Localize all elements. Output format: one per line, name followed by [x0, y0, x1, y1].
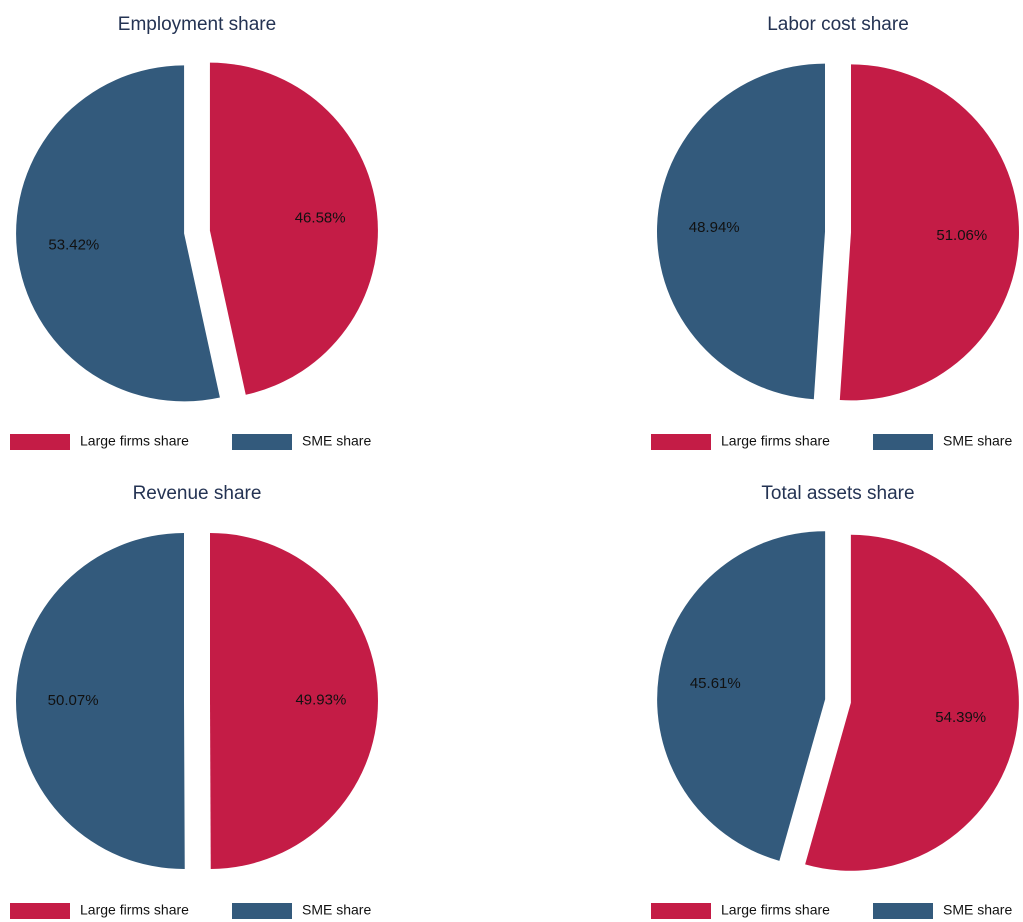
legend-label: SME share [943, 433, 1012, 449]
pie-slice [839, 64, 1019, 401]
legend-swatch [232, 434, 292, 450]
legend-swatch [873, 434, 933, 450]
chart-title: Revenue share [133, 483, 262, 504]
legend-label: SME share [302, 902, 371, 918]
data-label: 48.94% [689, 219, 740, 236]
legend-swatch [651, 903, 711, 919]
pie-slice [657, 63, 826, 400]
data-label: 45.61% [690, 675, 741, 692]
pie-slice [209, 62, 378, 395]
legend-label: Large firms share [721, 902, 830, 918]
data-label: 51.06% [936, 227, 987, 244]
legend-swatch [232, 903, 292, 919]
legend-label: Large firms share [721, 433, 830, 449]
data-label: 49.93% [295, 692, 346, 709]
legend-swatch [10, 903, 70, 919]
chart-title: Employment share [118, 14, 276, 35]
pie-slice [209, 532, 378, 869]
legend-swatch [873, 903, 933, 919]
data-label: 46.58% [295, 210, 346, 227]
data-label: 50.07% [48, 692, 99, 709]
pie-slice [16, 533, 185, 870]
legend-swatch [10, 434, 70, 450]
legend-label: SME share [943, 902, 1012, 918]
legend-swatch [651, 434, 711, 450]
legend-label: Large firms share [80, 902, 189, 918]
legend-label: SME share [302, 433, 371, 449]
data-label: 54.39% [935, 709, 986, 726]
pie-slice [805, 534, 1019, 871]
pie-slice [657, 531, 826, 861]
legend-label: Large firms share [80, 433, 189, 449]
chart-title: Labor cost share [767, 14, 909, 35]
pie-slice [16, 65, 220, 402]
chart-title: Total assets share [761, 483, 914, 504]
data-label: 53.42% [48, 236, 99, 253]
